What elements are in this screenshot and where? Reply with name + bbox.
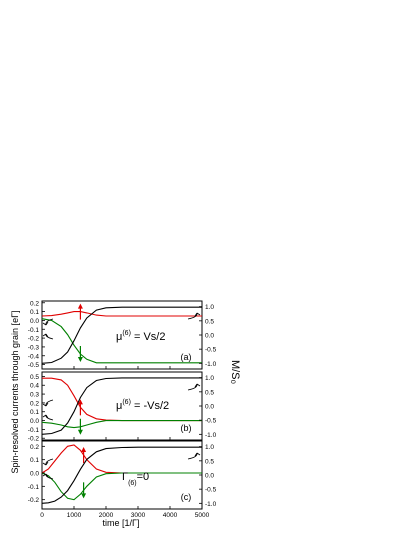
spin-up-arrowhead <box>81 447 87 452</box>
y-tick-label: 0.5 <box>30 374 39 381</box>
panel-annotation: μ(6) = Vs/2 <box>116 330 165 343</box>
y-tick-label: -0.1 <box>28 427 40 434</box>
panel-label: (c) <box>181 492 192 502</box>
series-line-up <box>41 444 202 474</box>
panel-2: 0.5 0.4 0.30.2 0.1 0.0 -0.1 -0.2 1.0 0.5 0.0 -0.5 -… <box>28 371 217 443</box>
x-axis-label: time [1/Γ] <box>103 518 140 528</box>
y2-tick-label: 1.0 <box>205 304 214 311</box>
y-tick-label: 0.1 <box>30 457 39 464</box>
y-tick-label: -0.1 <box>28 484 40 491</box>
y-tick-label: 0.2 <box>30 400 39 407</box>
y2-tick-label: 0.0 <box>205 404 214 411</box>
y-tick-label: -0.5 <box>28 362 40 369</box>
y2-tick-label: -0.5 <box>205 487 217 494</box>
y2-tick-label: -1.0 <box>205 361 217 368</box>
y-tick-label: -0.1 <box>28 327 40 334</box>
left-axis-hook <box>42 333 54 340</box>
y-tick-label: -0.2 <box>28 436 40 443</box>
y-tick-label: 0.0 <box>30 471 39 478</box>
series-line-magnet <box>41 306 202 364</box>
y2-tick-label: 0.5 <box>205 318 214 325</box>
spin-up-arrowhead <box>77 399 83 405</box>
x-tick-label: 2000 <box>99 512 114 519</box>
right-axis-hook <box>187 452 201 460</box>
y-tick-label: -0.2 <box>28 497 40 504</box>
spin-down-arrowhead <box>81 493 87 499</box>
panel-annotation: Γ(6)=0 <box>122 471 149 487</box>
y-tick-label: -0.2 <box>28 336 40 343</box>
x-tick-label: 0 <box>40 512 44 519</box>
spin-down-arrowhead <box>77 356 83 362</box>
left-axis-label: Spin-resolved currents through grain [eΓ… <box>10 310 20 473</box>
y2-tick-label: 1.0 <box>205 444 214 451</box>
panel-label: (b) <box>181 423 192 433</box>
y-tick-label: 0.0 <box>30 318 39 325</box>
right-axis-hook <box>187 312 201 320</box>
series-line-magnet <box>41 446 202 504</box>
left-axis-hook <box>42 473 54 480</box>
right-axis-hook <box>187 383 201 391</box>
y-tick-label: 0.4 <box>30 383 39 390</box>
y-tick-label: -0.4 <box>28 353 40 360</box>
y-tick-label: 0.2 <box>30 444 39 451</box>
y-tick-label: 0.0 <box>30 418 39 425</box>
series-line-magnet <box>41 377 202 435</box>
x-tick-label: 4000 <box>163 512 178 519</box>
x-tick-label: 3000 <box>131 512 146 519</box>
spin-up-arrowhead <box>77 303 83 309</box>
panels: 0.20.10.0-0.1-0.2-0.3-0.4-0.51.00.50.0-0… <box>28 300 217 519</box>
x-tick-label: 5000 <box>195 512 210 519</box>
left-axis-hook <box>42 318 54 326</box>
y-tick-label: 0.3 <box>30 392 39 399</box>
panel-1: 0.2 0.1 0.0 -0.1 -0.2-0.3 -0.4 -0.5 1.0 0.5 0.0 -0… <box>28 300 217 370</box>
y2-tick-label: -1.0 <box>205 432 217 439</box>
left-axis-hook <box>42 414 54 421</box>
y2-tick-label: -0.5 <box>205 347 217 354</box>
panel-label: (a) <box>181 352 192 362</box>
left-axis-hook <box>42 458 54 466</box>
y-tick-label: -0.3 <box>28 344 40 351</box>
panel-annotation: μ(6) = -Vs/2 <box>116 399 169 412</box>
y2-tick-label: -0.5 <box>205 418 217 425</box>
y2-tick-label: 0.0 <box>205 473 214 480</box>
y-tick-label: 0.1 <box>30 309 39 316</box>
y2-tick-label: 0.0 <box>205 333 214 340</box>
spin-down-arrowhead <box>77 429 83 435</box>
x-tick-label: 1000 <box>67 512 82 519</box>
panel-3: 0.2 0.1 0.0 -0.1 -0.2 1.0 0.5 0.0 -0.5 -1.0 0 1000 2… <box>28 440 217 519</box>
series-line-up <box>41 311 202 317</box>
y-tick-label: 0.1 <box>30 409 39 416</box>
left-axis-hook <box>42 399 54 407</box>
y2-tick-label: 0.5 <box>205 389 214 396</box>
y2-tick-label: -1.0 <box>205 501 217 508</box>
right-axis-label: M/S₀ <box>229 360 241 384</box>
series-line-down <box>41 472 202 501</box>
y-tick-label: 0.2 <box>30 300 39 307</box>
y2-tick-label: 0.5 <box>205 458 214 465</box>
y2-tick-label: 1.0 <box>205 375 214 382</box>
